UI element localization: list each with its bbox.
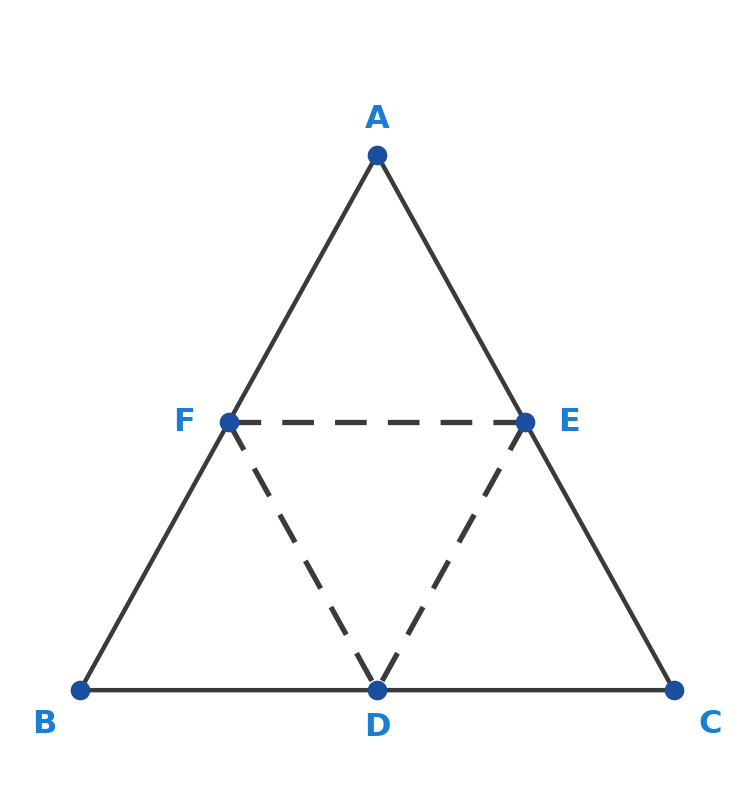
Text: E: E (558, 407, 580, 437)
Point (668, 684, 680, 696)
Point (520, 416, 532, 429)
Text: A: A (365, 104, 389, 135)
Text: B: B (32, 709, 57, 740)
Point (222, 416, 234, 429)
Point (371, 148, 383, 161)
Text: D: D (363, 712, 391, 743)
Point (74, 684, 86, 696)
Point (371, 684, 383, 696)
Text: C: C (698, 709, 722, 740)
Text: F: F (173, 407, 195, 437)
